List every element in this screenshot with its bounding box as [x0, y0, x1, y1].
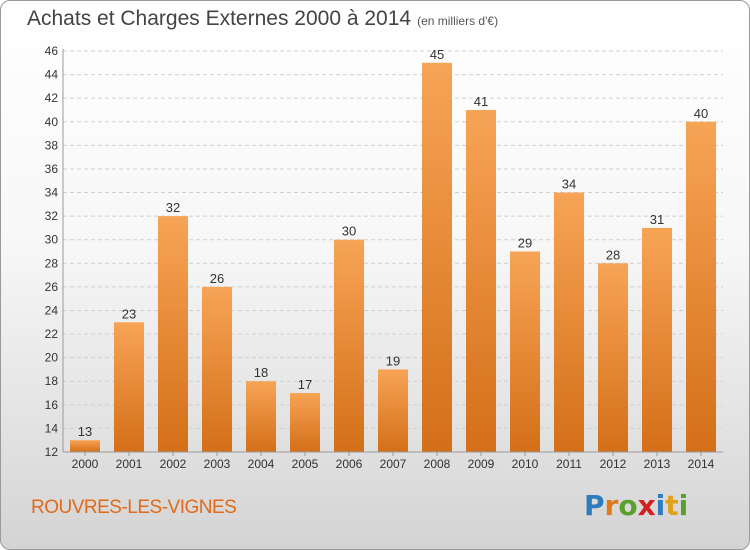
bar — [158, 216, 188, 452]
bar — [598, 263, 628, 452]
x-tick-label: 2013 — [644, 457, 671, 471]
logo-letter: i — [655, 489, 666, 522]
y-tick-label: 28 — [45, 256, 59, 270]
data-label: 19 — [386, 353, 400, 368]
bar — [554, 192, 584, 452]
y-tick-label: 38 — [45, 138, 59, 152]
y-tick-label: 14 — [45, 421, 59, 435]
data-label: 13 — [78, 424, 92, 439]
logo-letter: P — [584, 489, 605, 522]
bar — [334, 239, 364, 452]
x-tick-label: 2007 — [380, 457, 407, 471]
data-label: 32 — [166, 200, 180, 215]
axes: 12 14 16 18 20 22 24 26 28 30 32 34 36 38 40 42 44 46 2000… — [45, 44, 723, 471]
logo-letter: x — [637, 489, 656, 522]
data-labels: 13 23 32 26 18 17 30 19 45 41 29 34 28 31 40 — [78, 47, 708, 439]
y-tick-label: 32 — [45, 209, 59, 223]
logo-letter: t — [665, 489, 679, 522]
y-tick-label: 36 — [45, 162, 59, 176]
y-tick-label: 42 — [45, 91, 59, 105]
bar — [422, 62, 452, 452]
x-tick-label: 2009 — [468, 457, 495, 471]
bar — [466, 109, 496, 453]
logo-letter: r — [604, 489, 619, 522]
y-tick-label: 18 — [45, 374, 59, 388]
x-tick-label: 2003 — [204, 457, 231, 471]
bar — [114, 322, 144, 452]
y-tick-label: 20 — [45, 351, 59, 365]
data-label: 23 — [122, 306, 136, 321]
bar — [686, 121, 716, 452]
bars — [70, 62, 716, 453]
bar — [378, 369, 408, 452]
data-label: 45 — [430, 47, 444, 62]
y-tick-label: 24 — [45, 303, 59, 317]
y-tick-label: 46 — [45, 44, 59, 58]
x-tick-label: 2012 — [600, 457, 627, 471]
bar — [202, 286, 232, 452]
x-tick-label: 2011 — [556, 457, 582, 471]
y-tick-label: 22 — [45, 327, 59, 341]
bar — [642, 227, 672, 452]
y-tick-label: 16 — [45, 398, 59, 412]
logo-letter: o — [618, 489, 638, 522]
data-label: 30 — [342, 224, 356, 239]
chart-unit: (en milliers d'€) — [417, 14, 499, 28]
logo-letter: i — [678, 489, 689, 522]
data-label: 18 — [254, 365, 268, 380]
x-tick-label: 2000 — [72, 457, 99, 471]
x-tick-label: 2006 — [336, 457, 363, 471]
chart-title: Achats et Charges Externes 2000 à 2014 (e… — [27, 7, 498, 31]
x-tick-label: 2004 — [248, 457, 275, 471]
bar — [510, 251, 540, 452]
x-tick-label: 2005 — [292, 457, 319, 471]
commune-name: ROUVRES-LES-VIGNES — [31, 497, 237, 518]
proxiti-logo: Proxiti — [584, 489, 688, 522]
data-label: 28 — [606, 247, 620, 262]
data-label: 31 — [650, 212, 664, 227]
data-label: 17 — [298, 377, 312, 392]
y-tick-label: 40 — [45, 115, 59, 129]
bar — [246, 381, 276, 452]
x-tick-label: 2001 — [116, 457, 143, 471]
x-tick-label: 2010 — [512, 457, 539, 471]
data-label: 34 — [562, 177, 576, 192]
y-tick-label: 34 — [45, 186, 59, 200]
y-tick-label: 30 — [45, 233, 59, 247]
data-label: 29 — [518, 236, 532, 251]
x-tick-label: 2008 — [424, 457, 451, 471]
y-tick-label: 12 — [45, 445, 59, 459]
data-label: 26 — [210, 271, 224, 286]
bar — [290, 393, 320, 452]
x-tick-label: 2014 — [688, 457, 715, 471]
y-tick-label: 26 — [45, 280, 59, 294]
bar — [70, 440, 100, 452]
data-label: 40 — [694, 106, 708, 121]
data-label: 41 — [474, 94, 488, 109]
y-tick-label: 44 — [45, 68, 59, 82]
x-tick-label: 2002 — [160, 457, 187, 471]
chart-title-text: Achats et Charges Externes 2000 à 2014 — [27, 7, 412, 30]
